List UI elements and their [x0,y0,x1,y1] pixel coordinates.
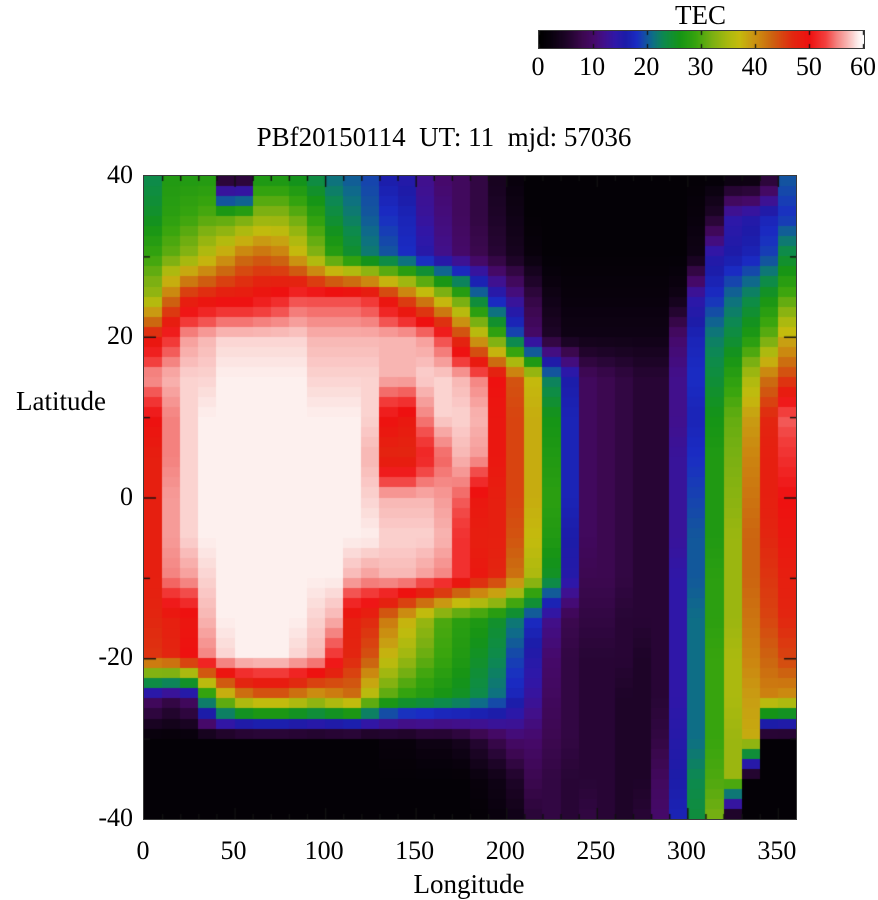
y-axis-tick-label: 20 [107,320,133,350]
y-axis-tick-label: 0 [120,481,133,511]
colorbar-title: TEC [675,0,726,30]
heatmap-plot-area [143,175,797,820]
y-axis-tick-label: 40 [107,160,133,189]
y-axis-tick-label: -20 [98,642,133,672]
y-axis-tick-label: -40 [98,803,133,832]
colorbar-tick-label: 10 [579,52,606,81]
colorbar-gradient [539,31,864,48]
tec-heatmap-canvas [144,176,796,819]
x-axis-tick-label: 0 [136,836,150,865]
colorbar [538,30,865,49]
colorbar-tick-label: 30 [687,52,714,81]
x-axis-title: Longitude [413,869,525,899]
colorbar-tick-label: 40 [741,52,768,81]
x-axis-tick-label: 250 [576,836,616,865]
y-axis-title: Latitude [16,386,106,416]
x-axis-tick-label: 50 [220,836,247,865]
colorbar-tick-label: 20 [633,52,660,81]
colorbar-tick-label: 60 [850,52,876,81]
x-axis-tick-label: 200 [485,836,525,865]
x-axis-tick-label: 350 [757,836,797,865]
x-axis-tick-label: 150 [395,836,435,865]
colorbar-tick-label: 50 [795,52,822,81]
colorbar-tick-label: 0 [531,52,545,81]
x-axis-tick-label: 100 [304,836,344,865]
plot-title: PBf20150114 UT: 11 mjd: 57036 [256,122,632,152]
x-axis-tick-label: 300 [666,836,706,865]
